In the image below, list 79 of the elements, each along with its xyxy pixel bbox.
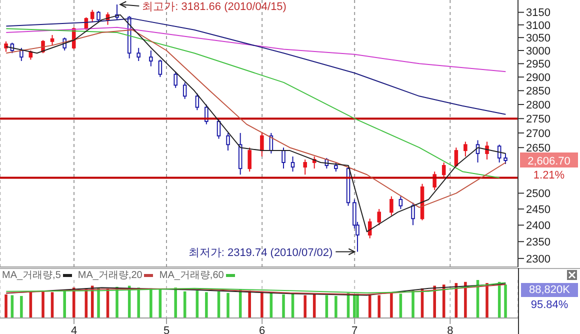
bar [353, 294, 356, 318]
candlestick [398, 196, 403, 210]
candlestick [442, 162, 446, 178]
y-tick-label: 2950 [526, 58, 550, 71]
annotation: 2,606.70 [528, 155, 570, 168]
candlestick [50, 34, 54, 46]
x-tick-label: 6 [259, 324, 266, 334]
bar [390, 292, 393, 318]
candlestick [4, 40, 8, 52]
candlestick [182, 82, 187, 100]
bar [433, 286, 436, 318]
candlestick [195, 92, 200, 111]
bar [205, 292, 208, 318]
bar [378, 295, 380, 318]
candlestick [290, 156, 295, 172]
y-tick-label: 3050 [526, 32, 550, 44]
candlestick [260, 132, 264, 157]
y-tick-label: 2700 [526, 128, 550, 140]
bar [486, 283, 488, 318]
candlestick [216, 118, 221, 140]
candlestick [504, 153, 508, 165]
annotation: 최저가: 2319.74 (2010/07/02) [188, 246, 333, 259]
bar [20, 296, 23, 318]
line-series [6, 18, 506, 115]
x-tick-label: 7 [352, 324, 358, 334]
bar [464, 282, 467, 318]
annotation: 최고가: 3181.66 (2010/04/15) [142, 1, 286, 13]
candlestick [282, 147, 286, 170]
bar [304, 295, 306, 318]
candlestick [226, 132, 230, 152]
candlestick [411, 202, 415, 226]
candlestick [390, 196, 394, 216]
y-tick-label: 2400 [526, 220, 550, 232]
candlestick [149, 50, 153, 67]
y-tick-label: 2750 [526, 114, 550, 126]
bar [260, 291, 264, 318]
bar [334, 296, 338, 318]
candlestick [96, 10, 100, 23]
y-tick-label: 2350 [526, 236, 550, 249]
y-tick-label: 3100 [526, 20, 550, 32]
y-tick-label: 2650 [526, 142, 550, 154]
y-tick-label: 2800 [526, 99, 550, 112]
candlestick [158, 59, 162, 78]
text: 88,820K [521, 283, 578, 297]
line-series [6, 26, 506, 72]
candlestick [174, 71, 178, 88]
candlestick [248, 147, 252, 172]
legend-label: MA_거래량,60 [159, 269, 224, 282]
y-tick-label: 2850 [526, 86, 550, 98]
x-tick-label: 5 [163, 324, 170, 334]
candlestick [204, 104, 208, 125]
candlestick [464, 141, 468, 157]
bar [42, 290, 44, 318]
y-tick-label: 3150 [526, 7, 550, 20]
candlestick [90, 9, 94, 23]
line-series [6, 29, 506, 208]
candlestick [377, 208, 381, 226]
bar [282, 294, 285, 318]
candlestick [136, 47, 140, 62]
bar [4, 294, 8, 318]
text: 95.84% [530, 298, 570, 312]
y-tick-label: 2900 [526, 72, 550, 84]
legend-label: MA_거래량,5 [2, 269, 61, 282]
y-tick-label: 2500 [526, 188, 550, 200]
x-tick-label: 4 [70, 324, 78, 334]
candlestick [485, 141, 489, 160]
text: 1.21% [533, 169, 565, 182]
y-tick-label: 2300 [526, 253, 550, 266]
candlestick [334, 162, 338, 172]
bar [248, 290, 251, 318]
x-tick-label: 8 [447, 324, 454, 334]
candlestick [20, 47, 24, 62]
y-tick-label: 3000 [526, 45, 550, 58]
bar [356, 294, 359, 318]
y-tick-label: 2450 [526, 204, 550, 216]
candlestick [303, 158, 307, 176]
bar [226, 292, 230, 318]
legend-label: MA_거래량,20 [78, 269, 142, 282]
line-series [6, 28, 500, 178]
